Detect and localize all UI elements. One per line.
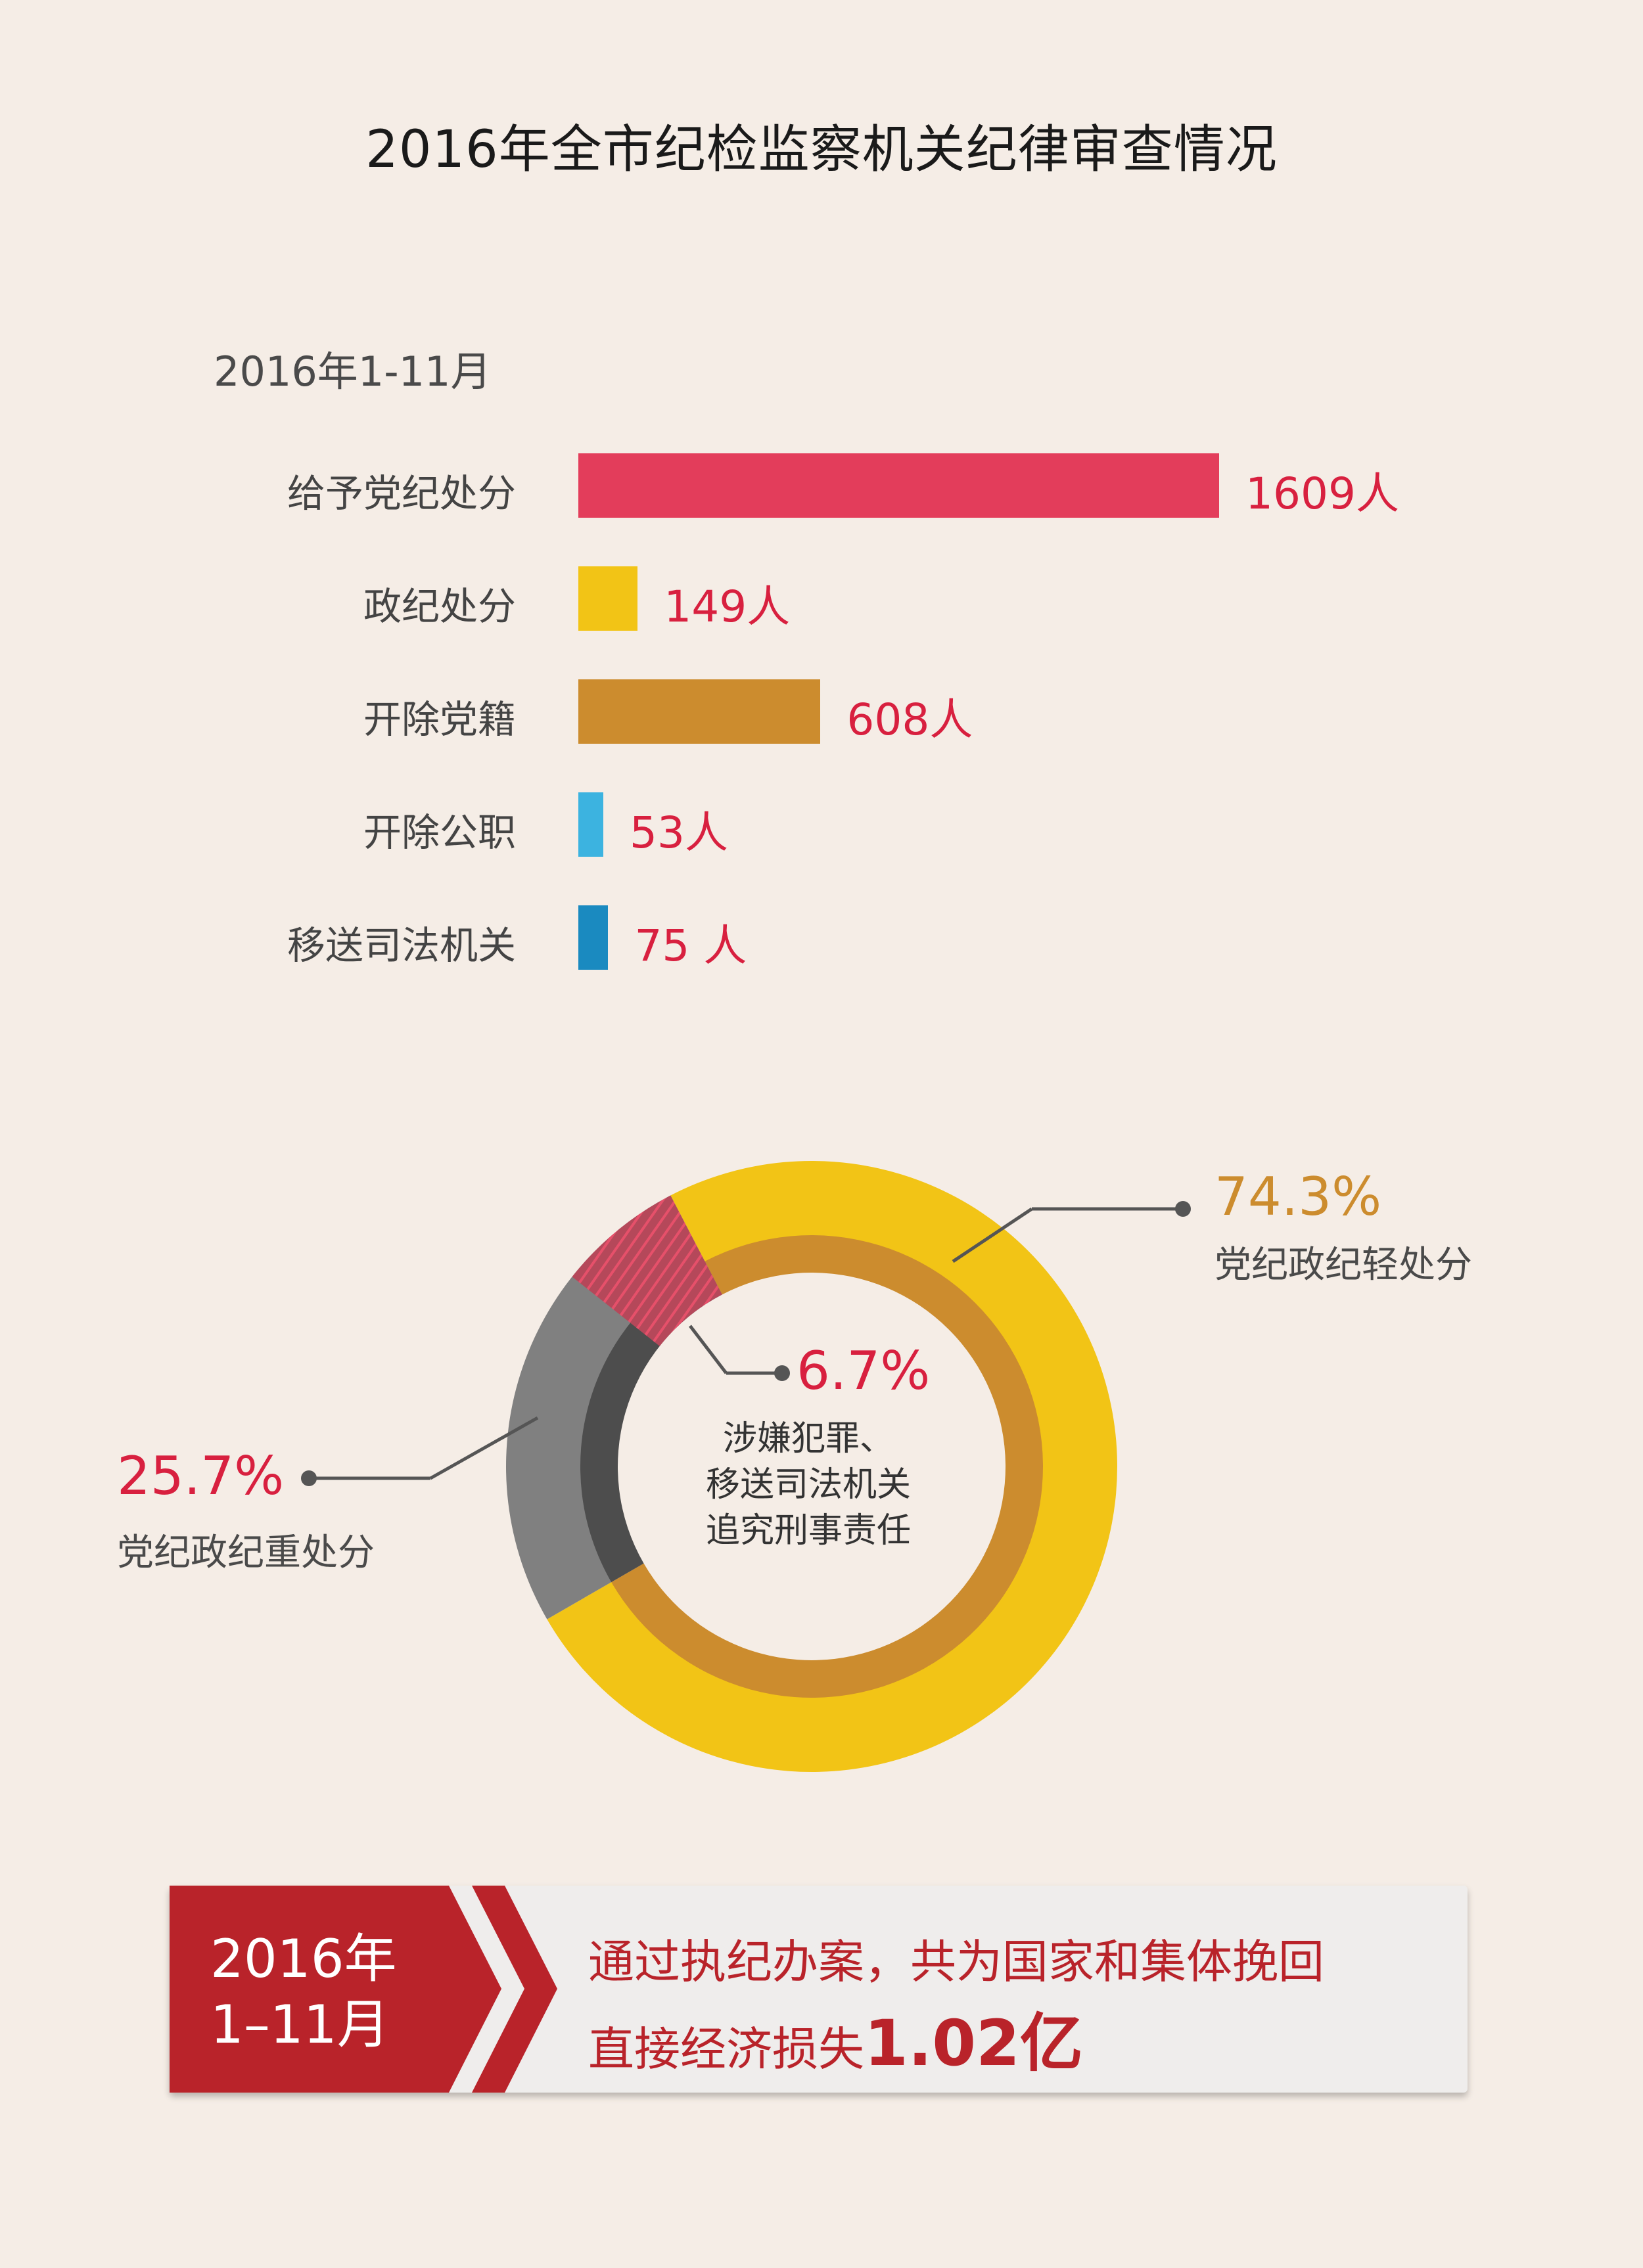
period-label: 2016年1-11月	[214, 348, 492, 396]
bar-value-label: 608人	[846, 694, 973, 745]
center-line-1: 涉嫌犯罪、	[722, 1419, 894, 1459]
bar-category-label: 给予党纪处分	[287, 471, 516, 516]
panel-line2-prefix: 直接经济损失	[588, 2022, 864, 2076]
donut-slice-criminal	[572, 1195, 722, 1346]
leader-light-1	[952, 1207, 1033, 1263]
bar	[578, 679, 821, 744]
leader-heavy-dot	[301, 1470, 317, 1486]
heavy-punish-percent: 25.7%	[117, 1445, 285, 1507]
bar-category-label: 政纪处分	[363, 584, 516, 629]
bar-category-label: 开除党籍	[363, 697, 516, 742]
bar-value-label: 75 人	[634, 920, 747, 971]
bar-value-label: 53人	[630, 807, 728, 858]
panel-year-text: 2016年 1–11月	[210, 1926, 397, 2058]
bar-category-label: 开除公职	[363, 810, 516, 855]
bar	[578, 905, 609, 970]
panel-year-block	[170, 1886, 557, 2093]
leader-light-dot	[1175, 1201, 1191, 1217]
panel-line2: 直接经济损失1.02亿	[588, 1992, 1083, 2083]
leader-heavy-1	[429, 1416, 539, 1480]
bar	[578, 566, 638, 631]
panel-year-line2: 1–11月	[210, 1994, 390, 2055]
bar	[578, 792, 603, 857]
leader-criminal-1	[689, 1325, 728, 1374]
page-title: 2016年全市纪检监察机关纪律审查情况	[365, 120, 1278, 179]
panel-line1: 通过执纪办案，共为国家和集体挽回	[588, 1935, 1324, 1989]
bar	[578, 453, 1219, 518]
center-line-2: 移送司法机关	[705, 1465, 911, 1505]
criminal-percent: 6.7%	[797, 1340, 931, 1401]
light-punish-label: 党纪政纪轻处分	[1215, 1244, 1472, 1286]
light-punish-percent: 74.3%	[1215, 1166, 1382, 1227]
panel-year-line1: 2016年	[210, 1928, 397, 1989]
bar-value-label: 149人	[664, 581, 791, 632]
center-line-3: 追究刑事责任	[705, 1511, 911, 1551]
panel-amount: 1.02亿	[864, 2007, 1083, 2080]
bar-value-label: 1609人	[1245, 468, 1399, 519]
bar-category-label: 移送司法机关	[287, 923, 516, 968]
donut-center-text: 涉嫌犯罪、 移送司法机关 追究刑事责任	[670, 1416, 946, 1554]
heavy-punish-label: 党纪政纪重处分	[117, 1531, 375, 1574]
leader-criminal-dot	[774, 1365, 790, 1381]
donut-slice-heavy	[506, 1195, 706, 1620]
donut-inner-heavy	[580, 1261, 722, 1583]
